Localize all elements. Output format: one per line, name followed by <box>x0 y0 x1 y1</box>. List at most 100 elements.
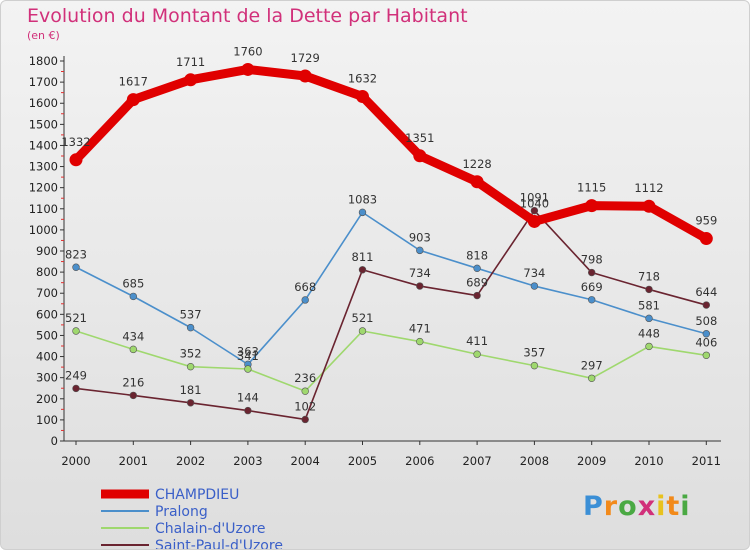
series-line <box>75 211 708 366</box>
data-point <box>358 327 367 335</box>
data-point <box>358 266 367 274</box>
x-tick-label: 2011 <box>692 454 721 468</box>
data-label: 959 <box>695 214 717 228</box>
data-point <box>587 296 596 304</box>
data-label: 216 <box>122 375 144 389</box>
data-label: 249 <box>65 368 87 382</box>
data-point <box>298 69 312 83</box>
data-label: 434 <box>122 329 144 343</box>
data-label: 181 <box>180 383 202 397</box>
series-line <box>71 64 711 244</box>
x-tick-label: 2002 <box>176 454 205 468</box>
legend-label: Saint-Paul-d'Uzore <box>155 538 283 549</box>
data-label: 1617 <box>119 75 148 89</box>
x-tick-label: 2003 <box>233 454 262 468</box>
data-point <box>587 374 596 382</box>
data-point <box>702 301 710 309</box>
data-point <box>244 406 252 415</box>
data-point <box>527 214 541 228</box>
y-tick-label: 1000 <box>29 223 58 237</box>
data-point <box>702 351 710 359</box>
data-point <box>699 232 713 246</box>
data-label: 581 <box>638 298 660 312</box>
data-label: 903 <box>409 230 431 244</box>
data-label: 734 <box>409 266 431 280</box>
data-point <box>72 263 80 271</box>
data-label: 1091 <box>520 191 549 205</box>
y-tick-label: 900 <box>36 244 58 258</box>
x-tick-label: 2009 <box>577 454 606 468</box>
x-tick-label: 2010 <box>634 454 663 468</box>
data-label: 537 <box>180 308 202 322</box>
data-point <box>126 93 140 107</box>
data-label: 1115 <box>577 181 606 195</box>
x-tick-label: 2006 <box>405 454 434 468</box>
series-line <box>75 330 708 392</box>
data-label: 1711 <box>176 55 205 69</box>
data-point <box>356 89 369 103</box>
data-label: 102 <box>294 399 316 413</box>
x-tick-label: 2005 <box>348 454 377 468</box>
data-label: 689 <box>466 276 488 290</box>
data-point <box>129 292 138 301</box>
data-label: 236 <box>294 371 316 385</box>
data-point <box>72 327 80 335</box>
x-tick-label: 2008 <box>520 454 549 468</box>
data-point <box>186 362 195 371</box>
proxiti-logo: Proxiti <box>583 491 691 522</box>
data-point <box>358 208 367 217</box>
x-tick-label: 2004 <box>291 454 320 468</box>
data-point <box>473 264 481 273</box>
data-label: 644 <box>695 285 717 299</box>
y-tick-label: 300 <box>36 371 58 385</box>
data-point <box>301 296 309 304</box>
data-label: 521 <box>65 311 87 325</box>
data-label: 411 <box>466 334 488 348</box>
y-tick-label: 400 <box>36 350 58 364</box>
data-point <box>587 268 596 277</box>
data-point <box>530 361 539 370</box>
data-point <box>184 73 198 87</box>
data-label: 811 <box>352 250 374 264</box>
data-label: 1729 <box>291 51 320 65</box>
data-point <box>530 282 539 290</box>
x-tick-label: 2007 <box>462 454 491 468</box>
data-point <box>413 149 427 163</box>
data-label: 448 <box>638 326 660 340</box>
data-point <box>69 153 83 167</box>
data-label: 718 <box>638 269 660 283</box>
y-tick-label: 0 <box>51 434 58 448</box>
data-point <box>186 399 195 407</box>
chart-title: Evolution du Montant de la Dette par Hab… <box>27 5 468 27</box>
chart-unit-label: (en €) <box>27 29 60 42</box>
data-point <box>470 175 484 189</box>
data-point <box>129 345 138 354</box>
data-point <box>301 415 309 424</box>
data-point <box>473 350 481 358</box>
data-point <box>702 330 710 338</box>
data-label: 406 <box>695 335 717 349</box>
data-label: 734 <box>523 266 545 280</box>
data-point <box>416 337 424 346</box>
data-point <box>645 342 653 351</box>
data-label: 1760 <box>233 44 262 58</box>
data-label: 357 <box>523 346 545 360</box>
data-point <box>241 62 255 76</box>
data-label: 1228 <box>462 157 491 171</box>
data-label: 1040 <box>520 196 549 210</box>
data-point <box>244 365 252 373</box>
y-tick-label: 800 <box>36 265 58 279</box>
y-tick-label: 200 <box>36 392 58 406</box>
data-point <box>473 291 481 300</box>
data-label: 363 <box>237 344 259 358</box>
data-point <box>72 384 80 393</box>
y-tick-label: 1200 <box>29 181 58 195</box>
y-tick-label: 1400 <box>29 138 58 152</box>
data-point <box>186 323 195 332</box>
data-label: 352 <box>180 347 202 361</box>
legend-label: CHAMPDIEU <box>155 487 239 503</box>
y-tick-label: 1600 <box>29 96 58 110</box>
y-tick-label: 1800 <box>29 54 58 68</box>
data-label: 341 <box>237 349 259 363</box>
